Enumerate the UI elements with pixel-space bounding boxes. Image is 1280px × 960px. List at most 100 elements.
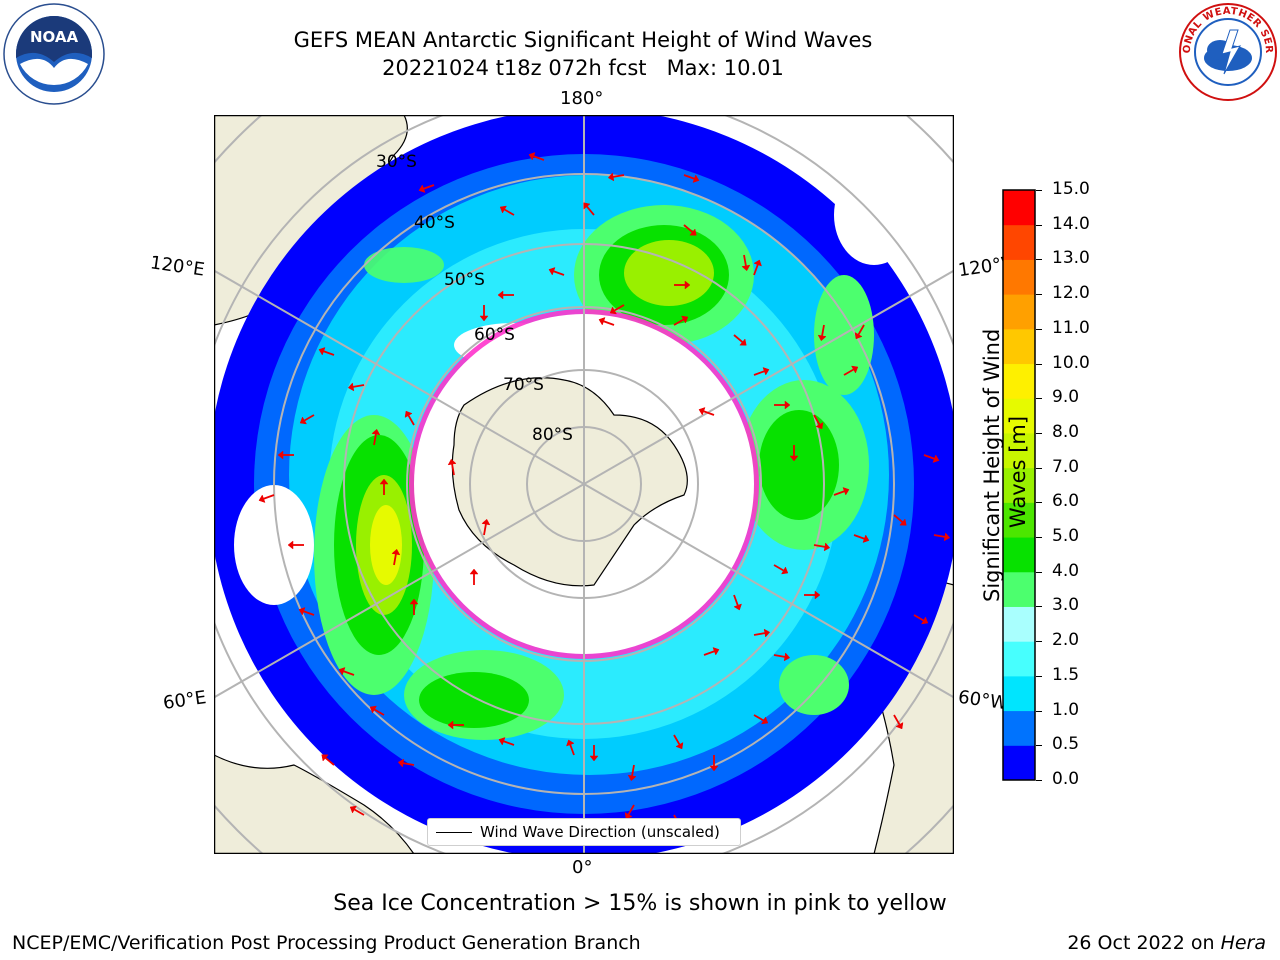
wave-direction-arrowhead xyxy=(318,347,326,356)
wave-direction-arrow xyxy=(893,714,901,725)
wave-direction-arrowhead xyxy=(817,334,827,342)
wave-direction-arrow xyxy=(613,174,625,178)
wave-direction-arrowhead xyxy=(739,338,747,346)
wave-direction-arrow xyxy=(324,757,335,766)
colorbar-tick-mark xyxy=(1036,502,1042,504)
colorbar-tick-label: 2.0 xyxy=(1052,630,1080,651)
wave-direction-arrow xyxy=(733,334,744,343)
legend-line-sample xyxy=(436,831,472,833)
wave-direction-arrow xyxy=(423,184,435,190)
colorbar-tick-mark xyxy=(1036,224,1042,226)
colorbar-tick-label: 0.0 xyxy=(1052,769,1080,789)
wave-direction-arrowhead xyxy=(712,647,720,656)
wave-direction-arrowhead xyxy=(789,455,799,462)
wave-direction-arrow xyxy=(773,654,785,658)
lon-label-180: 180° xyxy=(560,88,604,109)
colorbar-tick-label: 15.0 xyxy=(1052,179,1090,199)
wave-direction-arrowhead xyxy=(447,720,454,730)
wave-direction-arrowhead xyxy=(409,598,419,605)
colorbar-tick-mark xyxy=(1036,294,1042,296)
lat-label-40s: 40°S xyxy=(414,213,455,233)
wave-direction-arrow xyxy=(374,708,385,716)
wave-direction-arrow xyxy=(393,554,397,566)
wave-direction-arrowhead xyxy=(258,494,266,503)
colorbar-tick-mark xyxy=(1036,710,1042,712)
colorbar-tick-label: 1.0 xyxy=(1052,699,1080,720)
wave-direction-arrow xyxy=(743,254,747,266)
colorbar-tick-mark xyxy=(1036,363,1042,365)
wave-direction-arrow xyxy=(533,155,545,161)
footer-left: NCEP/EMC/Verification Post Processing Pr… xyxy=(12,932,641,954)
wave-direction-arrowhead xyxy=(814,590,821,600)
wave-direction-arrowhead xyxy=(899,518,907,526)
wave-direction-arrowhead xyxy=(528,152,536,161)
colorbar-swatch xyxy=(1003,571,1035,607)
footer-host: Hera xyxy=(1220,932,1266,954)
lon-label-0: 0° xyxy=(572,857,593,878)
colorbar-tick-label: 13.0 xyxy=(1052,248,1090,269)
wave-direction-arrowhead xyxy=(498,737,506,746)
wave-direction-arrow xyxy=(843,368,854,376)
colorbar-swatch xyxy=(1003,467,1035,503)
colorbar-tick-mark xyxy=(1036,745,1042,747)
wave-direction-arrow xyxy=(813,544,825,548)
wave-direction-arrowhead xyxy=(379,478,389,485)
colorbar-swatch xyxy=(1003,606,1035,642)
wave-direction-arrowhead xyxy=(762,367,770,376)
wave-direction-arrowhead xyxy=(761,716,769,725)
legend-label: Wind Wave Direction (unscaled) xyxy=(480,823,720,841)
svg-text:NOAA: NOAA xyxy=(30,28,79,46)
wave-direction-arrow xyxy=(913,614,924,622)
colorbar-tick-mark xyxy=(1036,606,1042,608)
wave-direction-arrow xyxy=(407,415,415,426)
wave-direction-arrow xyxy=(403,762,415,766)
wave-direction-arrowhead xyxy=(338,667,346,676)
colorbar-tick-label: 9.0 xyxy=(1052,387,1080,408)
colorbar-tick-label: 12.0 xyxy=(1052,283,1090,304)
wave-direction-arrowhead xyxy=(321,754,329,762)
wave-direction-arrow xyxy=(753,632,765,636)
wave-direction-arrowhead xyxy=(609,306,617,315)
wave-direction-arrowhead xyxy=(347,382,355,392)
wave-direction-arrow xyxy=(323,350,335,356)
wave-direction-arrow xyxy=(503,740,515,746)
wave-direction-arrowhead xyxy=(781,566,789,575)
colorbar-tick-mark xyxy=(1036,398,1042,400)
colorbar-swatch xyxy=(1003,294,1035,330)
colorbar xyxy=(1002,189,1036,781)
wave-direction-arrow xyxy=(586,205,595,216)
wave-direction-arrow xyxy=(304,414,315,422)
lat-label-50s: 50°S xyxy=(444,270,485,290)
sea-ice-caption: Sea Ice Concentration > 15% is shown in … xyxy=(333,891,947,916)
wave-direction-arrowhead xyxy=(689,228,697,236)
wave-direction-arrowhead xyxy=(783,652,791,662)
wave-direction-arrow xyxy=(923,454,935,460)
lon-label-120e: 120°E xyxy=(148,252,206,281)
wave-direction-arrow xyxy=(893,514,904,523)
wave-direction-arrowhead xyxy=(684,280,691,290)
wave-direction-arrowhead xyxy=(499,205,507,214)
wave-direction-arrowhead xyxy=(404,410,413,418)
colorbar-swatch xyxy=(1003,224,1035,260)
wave-direction-arrowhead xyxy=(741,264,751,272)
lat-label-30s: 30°S xyxy=(376,152,417,172)
wave-direction-arrowhead xyxy=(497,290,504,300)
lon-label-60e: 60°E xyxy=(161,687,208,714)
wave-direction-arrowhead xyxy=(397,758,405,768)
wave-direction-arrowhead xyxy=(566,739,575,747)
polar-map xyxy=(214,115,954,854)
colorbar-swatch xyxy=(1003,537,1035,573)
colorbar-tick-mark xyxy=(1036,328,1042,330)
colorbar-tick-label: 1.5 xyxy=(1052,664,1080,685)
wave-direction-arrowhead xyxy=(469,568,479,575)
wave-direction-arrowhead xyxy=(298,607,306,616)
map-legend: Wind Wave Direction (unscaled) xyxy=(427,818,741,846)
wave-direction-arrow xyxy=(833,490,845,496)
wave-direction-arrowhead xyxy=(583,202,591,210)
wave-direction-arrowhead xyxy=(862,534,870,543)
wave-direction-arrowhead xyxy=(299,416,307,425)
wave-direction-arrow xyxy=(853,534,865,540)
wave-direction-arrowhead xyxy=(589,755,599,762)
wave-direction-arrow xyxy=(821,324,825,336)
wave-direction-arrowhead xyxy=(784,400,791,410)
